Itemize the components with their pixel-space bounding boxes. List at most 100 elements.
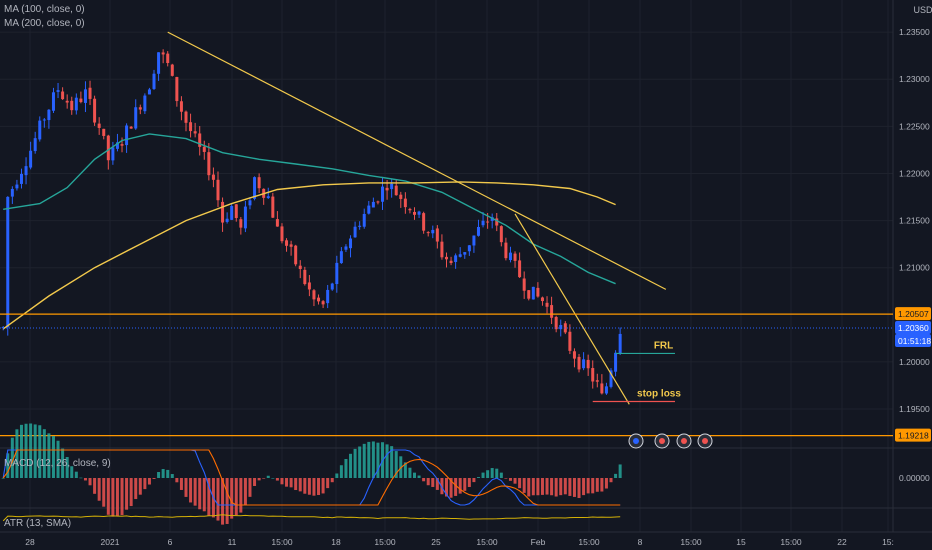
candle-body [161, 52, 165, 55]
macd-histogram-bar [458, 478, 462, 494]
candle-body [79, 98, 83, 103]
macd-histogram-bar [166, 469, 170, 478]
candle-body [339, 251, 343, 264]
macd-histogram-bar [403, 462, 407, 478]
time-tick-label: 15:00 [476, 537, 498, 547]
macd-histogram-bar [56, 440, 60, 478]
macd-histogram-bar [600, 478, 604, 492]
atr-legend[interactable]: ATR (13, SMA) [4, 518, 72, 529]
macd-histogram-bar [134, 478, 138, 500]
macd-histogram-bar [472, 478, 476, 483]
macd-histogram-bar [559, 478, 563, 496]
time-tick-label: 28 [25, 537, 35, 547]
macd-histogram-bar [467, 478, 471, 487]
macd-histogram-bar [138, 478, 142, 495]
candle-body [335, 262, 339, 285]
candle-body [24, 166, 28, 176]
macd-histogram-bar [527, 478, 531, 497]
time-tick-label: Feb [531, 537, 546, 547]
candle-body [33, 138, 37, 152]
candle-body [198, 133, 202, 147]
price-tick-label: 1.23000 [899, 74, 930, 84]
macd-histogram-bar [234, 478, 238, 516]
candle-body [531, 286, 535, 300]
macd-histogram-bar [175, 478, 179, 483]
macd-histogram-bar [454, 478, 458, 496]
candle-body [230, 206, 234, 220]
macd-histogram-bar [248, 478, 252, 497]
candle-body [326, 289, 330, 304]
macd-histogram-bar [298, 478, 302, 492]
macd-histogram-bar [93, 478, 97, 494]
macd-histogram-bar [257, 478, 261, 481]
macd-histogram-bar [6, 453, 10, 478]
macd-histogram-bar [115, 478, 119, 516]
candle-body [330, 283, 334, 290]
macd-legend[interactable]: MACD (12, 26, close, 9) [4, 458, 111, 469]
macd-histogram-bar [15, 429, 19, 478]
macd-histogram-bar [19, 424, 23, 478]
candle-body [312, 290, 316, 300]
candle-body [111, 147, 115, 161]
candle-body [449, 260, 453, 264]
time-tick-label: 15:00 [680, 537, 702, 547]
macd-histogram-bar [554, 478, 558, 497]
candle-body [454, 255, 458, 262]
macd-histogram-bar [586, 478, 590, 494]
macd-histogram-bar [536, 478, 540, 496]
candle-body [221, 201, 225, 223]
price-tick-label: 1.21500 [899, 216, 930, 226]
ma200-line [2, 181, 616, 330]
candle-body [271, 196, 275, 218]
candle-body [495, 218, 499, 226]
time-tick-label: 22 [837, 537, 847, 547]
macd-histogram-bar [29, 423, 33, 478]
macd-histogram-bar [353, 448, 357, 478]
macd-histogram-bar [125, 478, 129, 510]
macd-histogram-bar [330, 478, 334, 483]
candle-body [508, 252, 512, 261]
candle-body [435, 228, 439, 242]
macd-histogram-bar [120, 478, 124, 516]
macd-zero-label: 0.00000 [899, 473, 930, 483]
candle-body [83, 89, 87, 103]
macd-histogram-bar [65, 457, 69, 478]
macd-histogram-bar [426, 478, 430, 486]
macd-histogram-bar [243, 478, 247, 505]
macd-histogram-bar [481, 472, 485, 478]
candle-body [234, 204, 238, 219]
macd-histogram-bar [376, 442, 380, 478]
candle-body [563, 323, 567, 333]
countdown-badge-text: 01:51:18 [898, 336, 931, 346]
level-top-badge-text: 1.20507 [898, 309, 929, 319]
macd-histogram-bar [614, 473, 618, 478]
candle-body [545, 302, 549, 307]
candle-body [321, 301, 325, 305]
macd-histogram-bar [339, 465, 343, 478]
event-icon-dot [659, 438, 665, 444]
macd-histogram-bar [74, 471, 78, 478]
candle-body [289, 244, 293, 247]
candle-body [106, 135, 110, 161]
economic-event-icon [628, 433, 644, 449]
macd-histogram-bar [189, 478, 193, 503]
macd-histogram-bar [198, 478, 202, 510]
candle-body [10, 188, 14, 197]
frl-label: FRL [654, 340, 673, 351]
macd-histogram-bar [550, 478, 554, 496]
candle-body [381, 186, 385, 202]
macd-histogram-bar [518, 478, 522, 489]
candle-body [540, 297, 544, 302]
macd-histogram-bar [618, 464, 622, 478]
ma200-legend[interactable]: MA (200, close, 0) [4, 18, 85, 29]
candle-body [74, 97, 78, 111]
macd-histogram-bar [513, 478, 517, 484]
macd-histogram-bar [152, 478, 156, 479]
candle-body [61, 91, 65, 100]
candle-body [527, 290, 531, 299]
candle-body [275, 219, 279, 227]
ma100-legend[interactable]: MA (100, close, 0) [4, 4, 85, 15]
candle-body [285, 240, 289, 246]
candle-body [239, 219, 243, 228]
